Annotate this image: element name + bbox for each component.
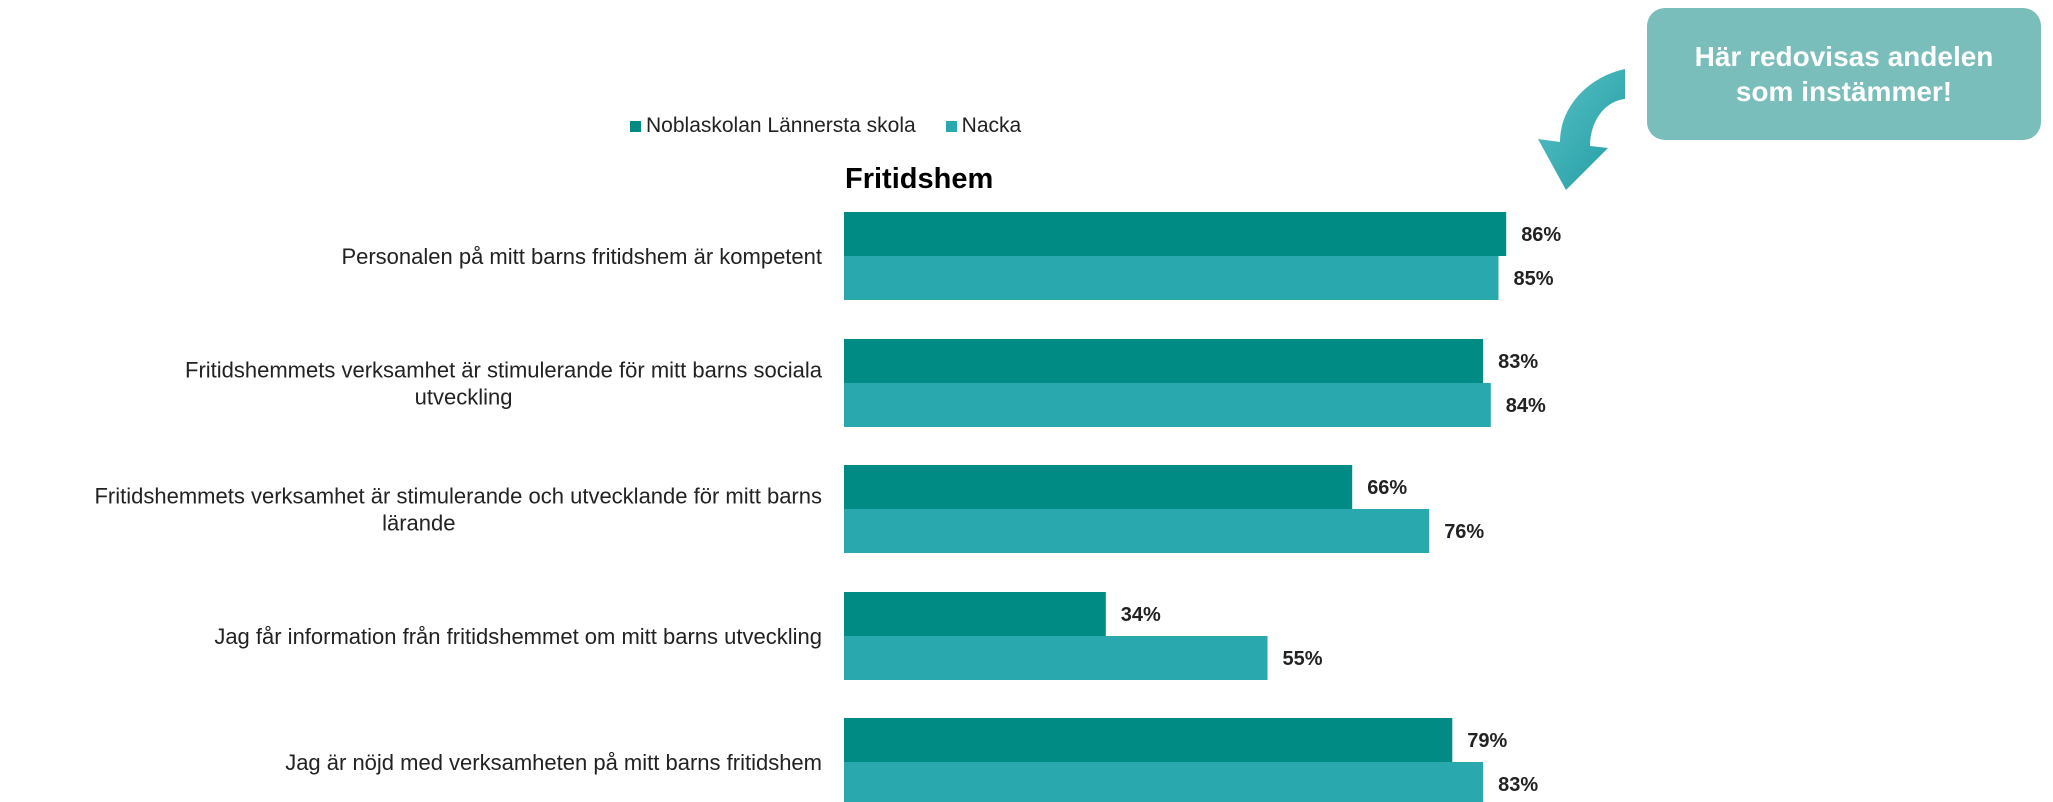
category-label: Personalen på mitt barns fritidshem är k… <box>341 244 822 269</box>
category-label: Jag är nöjd med verksamheten på mitt bar… <box>285 750 822 775</box>
data-labels: 86% 85% 83% 84% 66% 76% 34% 55% 79% 83% <box>1121 224 1562 796</box>
legend-item-school: Noblaskolan Lännersta skola <box>630 114 916 138</box>
bar-nacka <box>844 636 1268 680</box>
bar-nacka <box>844 256 1499 300</box>
data-label: 84% <box>1506 395 1546 417</box>
category-labels: Personalen på mitt barns fritidshem är k… <box>94 244 822 775</box>
bar-nacka <box>844 762 1484 802</box>
legend-swatch-nacka <box>945 120 957 132</box>
bar-school <box>844 339 1484 383</box>
category-label-line: lärande <box>382 511 455 536</box>
bar-nacka <box>844 383 1491 427</box>
data-label: 83% <box>1498 774 1538 796</box>
bars <box>844 212 1507 802</box>
legend-item-nacka: Nacka <box>945 114 1022 138</box>
bar-school <box>844 212 1507 256</box>
category-label: Fritidshemmets verksamhet är stimulerand… <box>94 484 822 536</box>
legend-label-school: Noblaskolan Lännersta skola <box>646 114 916 137</box>
callout-box: Här redovisas andelen som instämmer! <box>1647 8 2041 140</box>
category-label-line: Fritidshemmets verksamhet är stimulerand… <box>185 358 823 383</box>
category-label-line: utveckling <box>415 385 513 410</box>
data-label: 34% <box>1121 604 1161 626</box>
bar-school <box>844 465 1353 509</box>
curved-arrow-down-icon <box>1538 69 1625 190</box>
legend-swatch-school <box>630 120 641 132</box>
data-label: 76% <box>1444 521 1484 543</box>
legend-label-nacka: Nacka <box>961 114 1022 137</box>
bar-school <box>844 718 1453 762</box>
legend: Noblaskolan Lännersta skola Nacka <box>630 114 1051 138</box>
data-label: 66% <box>1367 477 1407 499</box>
category-label: Jag får information från fritidshemmet o… <box>214 624 822 649</box>
data-label: 79% <box>1467 730 1507 752</box>
chart-title: Fritidshem <box>845 163 994 195</box>
data-label: 85% <box>1514 268 1554 290</box>
data-label: 55% <box>1283 648 1323 670</box>
category-label-line: Fritidshemmets verksamhet är stimulerand… <box>94 484 822 509</box>
category-label: Fritidshemmets verksamhet är stimulerand… <box>185 358 823 410</box>
bar-school <box>844 592 1106 636</box>
data-label: 86% <box>1521 224 1561 246</box>
bar-nacka <box>844 509 1430 553</box>
data-label: 83% <box>1498 351 1538 373</box>
